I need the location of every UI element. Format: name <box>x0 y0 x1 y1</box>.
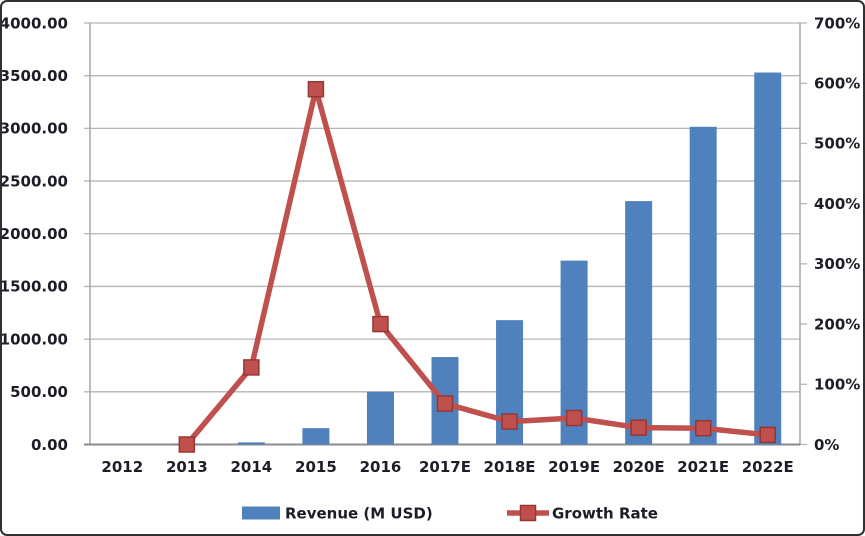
category-label-2015: 2015 <box>295 458 337 476</box>
right-axis-tick-label: 0% <box>814 436 839 454</box>
growth-marker-2015 <box>307 80 325 98</box>
category-label-2021E: 2021E <box>677 458 729 476</box>
category-label-2016: 2016 <box>360 458 402 476</box>
growth-rate-polyline <box>184 86 771 448</box>
category-label-2013: 2013 <box>166 458 208 476</box>
growth-marker-2014 <box>243 359 260 376</box>
left-axis-tick-label: 500.00 <box>10 383 68 401</box>
left-axis-tick-label: 4000.00 <box>2 14 68 32</box>
category-axis-labels: 2012 2013 2014 2015 2016 2017E 2018E 2019E 2020E… <box>101 458 793 476</box>
revenue-bar-2021E <box>689 126 717 445</box>
growth-marker-2016 <box>372 315 389 333</box>
legend-growth-label: Growth Rate <box>552 504 658 522</box>
right-axis-tick-label: 200% <box>814 315 860 333</box>
category-label-2018E: 2018E <box>484 458 536 476</box>
growth-marker-2020E <box>630 419 647 436</box>
left-axis-tick-label: 3000.00 <box>2 120 68 138</box>
growth-rate-line <box>178 80 776 453</box>
category-label-2014: 2014 <box>230 458 272 476</box>
right-axis-tick-label: 400% <box>814 195 860 213</box>
left-axis-tick-label: 1500.00 <box>2 278 68 296</box>
growth-marker-2017E <box>436 395 454 412</box>
category-label-2019E: 2019E <box>548 458 600 476</box>
growth-marker-2018E <box>501 413 518 430</box>
right-axis-tick-label: 700% <box>814 14 860 32</box>
left-axis-tick-label: 1000.00 <box>2 330 68 348</box>
right-axis-tick-label: 300% <box>814 255 860 273</box>
left-axis-tick-label: 2500.00 <box>2 172 68 190</box>
gridlines <box>84 22 807 446</box>
legend: Revenue (M USD) Growth Rate <box>242 504 658 522</box>
category-label-2012: 2012 <box>101 458 143 476</box>
right-axis-labels: 700% 600% 500% 400% 300% 200% 100% 0% <box>814 14 860 454</box>
right-axis-tick-label: 600% <box>814 74 860 92</box>
left-axis-tick-label: 0.00 <box>31 436 68 454</box>
revenue-bar-2016 <box>366 391 394 445</box>
revenue-bar-2014 <box>237 442 265 445</box>
legend-growth-marker <box>519 504 537 522</box>
growth-marker-2019E <box>565 409 583 427</box>
legend-revenue-label: Revenue (M USD) <box>285 504 433 522</box>
category-label-2017E: 2017E <box>419 458 471 476</box>
growth-marker-2021E <box>694 419 712 437</box>
revenue-bar-2022E <box>754 72 782 445</box>
revenue-bar-2020E <box>625 201 653 445</box>
left-axis-labels: 4000.00 3500.00 3000.00 2500.00 2000.00 1500.… <box>2 14 68 454</box>
right-axis-tick-label: 100% <box>814 376 860 394</box>
revenue-bar-2015 <box>302 428 330 445</box>
growth-marker-2013 <box>178 436 196 453</box>
left-axis-tick-label: 3500.00 <box>2 67 68 85</box>
legend-revenue-swatch <box>242 506 280 520</box>
category-label-2022E: 2022E <box>742 458 794 476</box>
left-axis-tick-label: 2000.00 <box>2 225 68 243</box>
category-label-2020E: 2020E <box>613 458 665 476</box>
right-axis-tick-label: 500% <box>814 135 860 153</box>
growth-marker-2022E <box>759 426 776 444</box>
